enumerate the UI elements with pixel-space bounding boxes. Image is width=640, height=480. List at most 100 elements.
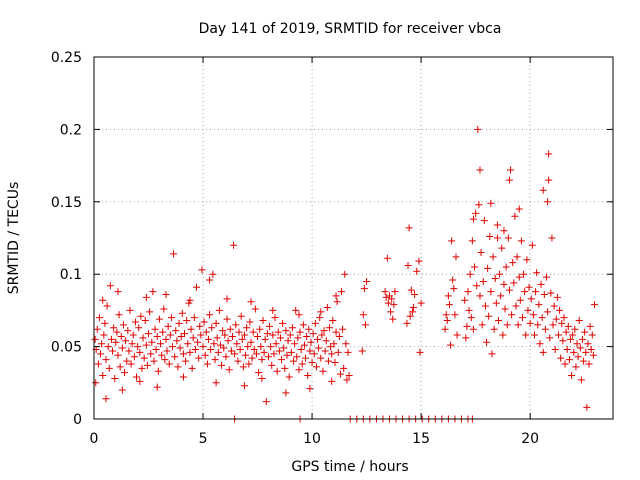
data-point — [264, 353, 272, 361]
data-point — [249, 328, 257, 336]
data-point — [583, 403, 591, 411]
data-point — [247, 298, 255, 306]
data-point — [383, 254, 391, 262]
data-point — [254, 332, 262, 340]
data-point — [344, 348, 352, 356]
data-point — [519, 314, 527, 322]
data-point — [315, 344, 323, 352]
data-point — [153, 383, 161, 391]
y-tick-label: 0.1 — [60, 267, 82, 283]
y-tick-label: 0.25 — [51, 50, 82, 66]
data-point — [111, 374, 119, 382]
data-point — [513, 253, 521, 261]
data-point — [588, 331, 596, 339]
data-point — [493, 234, 501, 242]
data-point — [381, 288, 389, 296]
data-point — [210, 340, 218, 348]
data-point — [232, 321, 240, 329]
data-point — [469, 325, 477, 333]
data-point — [500, 280, 508, 288]
data-point — [286, 331, 294, 339]
data-point — [303, 332, 311, 340]
data-point — [487, 288, 495, 296]
data-point — [556, 306, 564, 314]
data-point — [300, 341, 308, 349]
data-point — [145, 330, 153, 338]
data-point — [240, 331, 248, 339]
chart-title: Day 141 of 2019, SRMTID for receiver vbc… — [199, 21, 502, 37]
data-point — [274, 328, 282, 336]
data-point — [476, 166, 484, 174]
data-point — [471, 263, 479, 271]
data-point — [150, 357, 158, 365]
data-point — [515, 205, 523, 213]
data-point — [584, 340, 592, 348]
data-point — [308, 359, 316, 367]
data-point — [534, 321, 542, 329]
data-point — [189, 334, 197, 342]
data-point — [222, 353, 230, 361]
data-point — [251, 305, 259, 313]
data-point — [416, 348, 424, 356]
data-point — [317, 308, 325, 316]
data-point — [310, 350, 318, 358]
y-tick-label: 0.15 — [51, 195, 82, 211]
data-point — [547, 289, 555, 297]
data-point — [535, 301, 543, 309]
data-point — [539, 348, 547, 356]
data-point — [542, 273, 550, 281]
data-point — [136, 377, 144, 385]
data-point — [114, 351, 122, 359]
data-point — [172, 327, 180, 335]
data-point — [162, 290, 170, 298]
data-point — [587, 345, 595, 353]
data-point — [527, 295, 535, 303]
data-point — [415, 257, 423, 265]
data-point — [183, 317, 191, 325]
data-point — [123, 357, 131, 365]
data-point — [224, 337, 232, 345]
data-point — [569, 331, 577, 339]
data-point — [544, 308, 552, 316]
data-point — [279, 319, 287, 327]
data-point — [544, 198, 552, 206]
data-point — [199, 343, 207, 351]
data-point — [122, 337, 130, 345]
data-point — [316, 314, 324, 322]
data-point — [227, 347, 235, 355]
data-point — [109, 347, 117, 355]
data-point — [297, 345, 305, 353]
data-point — [341, 270, 349, 278]
grid-layer — [94, 57, 613, 419]
data-point — [188, 364, 196, 372]
data-point — [234, 357, 242, 365]
data-point — [485, 312, 493, 320]
data-point — [590, 301, 598, 309]
data-point — [441, 325, 449, 333]
data-point — [137, 312, 145, 320]
data-point — [296, 328, 304, 336]
data-point — [487, 199, 495, 207]
data-point — [586, 322, 594, 330]
data-point — [389, 315, 397, 323]
data-point — [512, 302, 520, 310]
data-point — [257, 343, 265, 351]
data-point — [281, 364, 289, 372]
data-point — [390, 301, 398, 309]
data-point — [445, 301, 453, 309]
data-point — [571, 325, 579, 333]
data-point — [462, 334, 470, 342]
data-point — [307, 338, 315, 346]
x-tick-label: 15 — [412, 431, 430, 447]
data-point — [166, 331, 174, 339]
data-point — [177, 332, 185, 340]
y-axis-label: SRMTID / TECUs — [6, 182, 22, 295]
data-point — [238, 335, 246, 343]
data-point — [551, 345, 559, 353]
data-point — [129, 331, 137, 339]
data-point — [554, 331, 562, 339]
data-point — [291, 340, 299, 348]
data-point — [578, 335, 586, 343]
data-point — [186, 296, 194, 304]
